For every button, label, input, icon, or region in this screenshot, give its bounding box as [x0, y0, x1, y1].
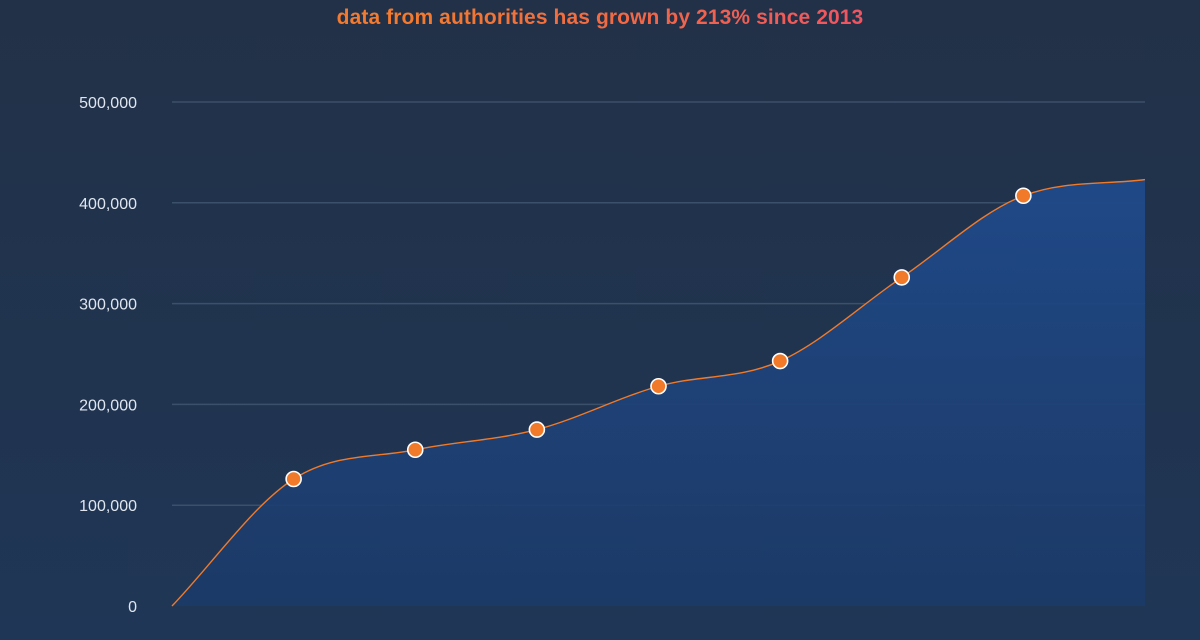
data-point: [285, 470, 302, 488]
y-tick-label: 400,000: [79, 196, 137, 213]
data-point: [771, 352, 789, 370]
y-tick-label: 500,000: [79, 95, 137, 112]
data-point: [650, 377, 667, 395]
y-tick-label: 300,000: [79, 297, 137, 314]
y-tick-label: 200,000: [79, 397, 137, 414]
y-tick-label: 100,000: [79, 498, 137, 515]
y-tick-label: 0: [128, 599, 137, 616]
data-point: [893, 269, 911, 286]
data-points: [285, 187, 1032, 488]
data-point: [406, 441, 424, 459]
data-point: [1015, 187, 1032, 205]
chart-headline: data from authorities has grown by 213% …: [0, 6, 1200, 30]
data-point: [528, 421, 546, 438]
y-axis-tick-labels: 0 100,000 200,000 300,000 400,000 500,000: [79, 95, 137, 616]
